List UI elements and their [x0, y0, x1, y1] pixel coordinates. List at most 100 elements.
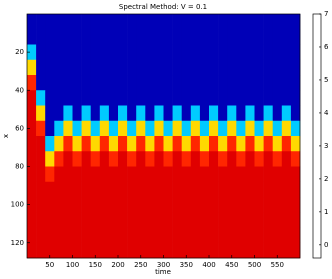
heat-cell	[163, 59, 173, 76]
heat-cell	[81, 166, 91, 183]
heat-cell	[209, 181, 219, 198]
heat-cell	[227, 227, 237, 244]
heat-cell	[281, 120, 292, 137]
heat-cell	[245, 14, 255, 30]
heat-cell	[27, 197, 37, 213]
heat-cell	[236, 105, 246, 122]
heat-cell	[209, 44, 219, 61]
heat-cell	[99, 166, 110, 183]
heat-cell	[145, 44, 155, 61]
heat-cell	[272, 197, 283, 213]
heat-cell	[54, 105, 64, 122]
heat-cell	[199, 75, 210, 91]
heat-cell	[54, 151, 64, 167]
heat-cell	[99, 29, 110, 45]
heat-cell	[227, 120, 237, 137]
heat-cell	[99, 181, 110, 198]
heat-cell	[227, 197, 237, 213]
heat-cell	[99, 75, 110, 91]
heat-cell	[218, 151, 228, 167]
heat-cell	[54, 44, 64, 61]
heat-cell	[154, 14, 164, 30]
heat-cell	[281, 151, 292, 167]
heat-cell	[118, 136, 128, 152]
heat-cell	[108, 105, 119, 122]
heat-cell	[127, 29, 137, 45]
heat-cell	[72, 44, 82, 61]
heat-cell	[108, 197, 119, 213]
heat-cell	[154, 59, 164, 76]
heat-cell	[199, 136, 210, 152]
heat-cell	[127, 166, 137, 183]
heat-cell	[290, 242, 301, 259]
heat-cell	[127, 44, 137, 61]
heat-cell	[63, 166, 73, 183]
heat-cell	[254, 120, 264, 137]
heat-cell	[199, 197, 210, 213]
heat-cell	[163, 136, 173, 152]
heat-cell	[172, 14, 182, 30]
x-tick-label: 300	[157, 261, 170, 269]
heat-cell	[127, 90, 137, 106]
heat-cell	[272, 90, 283, 106]
heat-cell	[245, 59, 255, 76]
heat-cell	[236, 197, 246, 213]
heat-cell	[227, 44, 237, 61]
heat-cell	[127, 75, 137, 91]
heat-cell	[272, 105, 283, 122]
heat-cell	[290, 197, 301, 213]
heat-cell	[145, 59, 155, 76]
heat-cell	[254, 14, 264, 30]
heat-cell	[245, 227, 255, 244]
heat-cell	[63, 14, 73, 30]
heat-cell	[172, 151, 182, 167]
heat-cell	[154, 227, 164, 244]
heat-cell	[181, 105, 192, 122]
heat-cell	[254, 105, 264, 122]
heat-cell	[63, 29, 73, 45]
heat-cell	[199, 227, 210, 244]
heat-cell	[236, 227, 246, 244]
heat-cell	[227, 90, 237, 106]
heat-cell	[181, 59, 192, 76]
heat-cell	[136, 242, 146, 259]
heat-cell	[90, 14, 101, 30]
heat-cell	[145, 166, 155, 183]
heat-cell	[218, 166, 228, 183]
heat-cell	[199, 120, 210, 137]
heat-cell	[290, 14, 301, 30]
heat-cell	[54, 75, 64, 91]
heat-cell	[290, 29, 301, 45]
heat-cell	[72, 29, 82, 45]
heat-cell	[245, 212, 255, 228]
heat-cell	[81, 120, 91, 137]
heat-cell	[145, 197, 155, 213]
heat-cell	[54, 29, 64, 45]
heat-cell	[27, 120, 37, 137]
heat-cell	[118, 105, 128, 122]
heat-cell	[163, 227, 173, 244]
heat-cell	[72, 90, 82, 106]
heat-cell	[172, 90, 182, 106]
heat-cell	[263, 75, 273, 91]
heat-cell	[154, 44, 164, 61]
heat-cell	[36, 197, 46, 213]
heat-cell	[281, 59, 292, 76]
y-tick-label: 20	[15, 48, 24, 56]
heat-cell	[99, 90, 110, 106]
heat-cell	[236, 75, 246, 91]
heat-cell	[108, 75, 119, 91]
heat-cell	[263, 105, 273, 122]
colorbar-tick-label: 7	[324, 10, 328, 18]
heat-cell	[154, 75, 164, 91]
heat-cell	[190, 166, 201, 183]
heat-cell	[81, 44, 91, 61]
heat-cell	[245, 44, 255, 61]
y-tick-label: 60	[15, 124, 24, 132]
heat-cell	[72, 151, 82, 167]
heat-cell	[263, 151, 273, 167]
heat-cell	[108, 166, 119, 183]
heat-cell	[199, 242, 210, 259]
heat-cell	[190, 212, 201, 228]
heat-cell	[163, 90, 173, 106]
